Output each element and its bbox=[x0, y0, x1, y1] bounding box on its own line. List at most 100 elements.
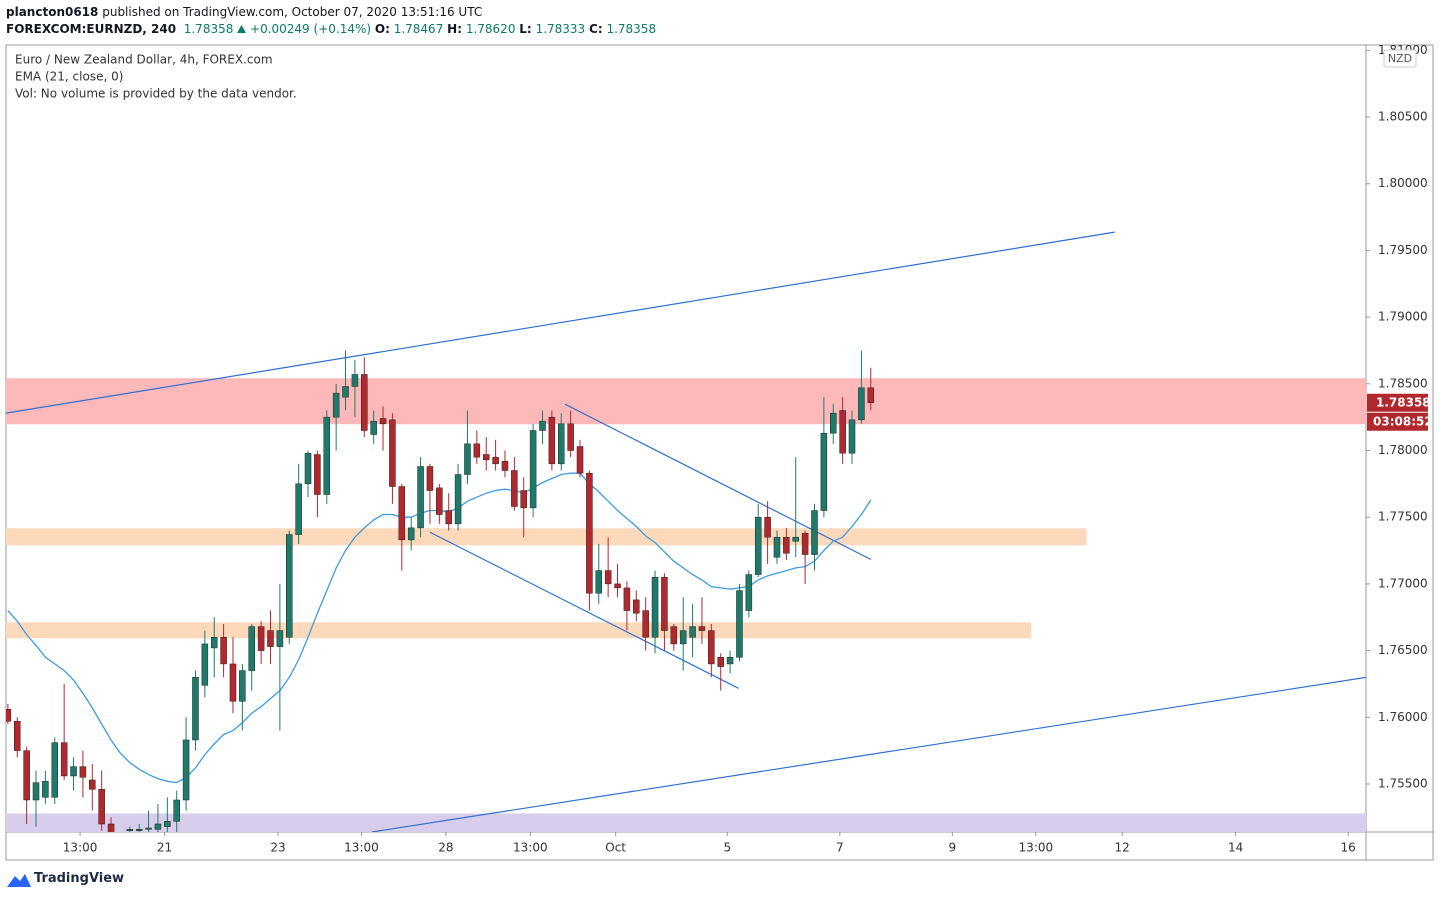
x-tick-label: 9 bbox=[949, 841, 957, 855]
candle-body bbox=[6, 709, 12, 722]
candle-body bbox=[370, 420, 377, 435]
header: plancton0618 published on TradingView.co… bbox=[6, 4, 656, 38]
candle-body bbox=[14, 721, 21, 751]
candle-body bbox=[558, 423, 565, 465]
ohlc: O: 1.78467 H: 1.78620 L: 1.78333 C: 1.78… bbox=[375, 22, 656, 36]
candle-body bbox=[698, 626, 706, 631]
symbol: FOREXCOM:EURNZD, 240 bbox=[6, 22, 177, 36]
zone bbox=[6, 813, 1366, 832]
zone bbox=[6, 528, 1087, 546]
candle-body bbox=[220, 637, 227, 665]
countdown: 03:08:52 bbox=[1373, 414, 1433, 428]
quote-line: FOREXCOM:EURNZD, 240 1.78358 +0.00249 (+… bbox=[6, 21, 656, 38]
ohlc-value: 1.78620 bbox=[465, 22, 516, 36]
up-arrow bbox=[237, 25, 247, 33]
published: published on TradingView.com, October 07… bbox=[102, 5, 483, 19]
candle-body bbox=[567, 423, 574, 451]
last-price: 1.78358 bbox=[1376, 395, 1431, 409]
candle-body bbox=[314, 454, 321, 495]
candle-body bbox=[464, 443, 471, 475]
x-tick-label: Oct bbox=[605, 841, 626, 855]
candle-body bbox=[98, 789, 105, 825]
candle-body bbox=[548, 416, 556, 465]
price: 1.78358 bbox=[183, 22, 234, 36]
countdown-box bbox=[1367, 412, 1428, 431]
x-tick-label: 14 bbox=[1228, 841, 1243, 855]
candle-body bbox=[670, 626, 678, 645]
candle-body bbox=[501, 460, 509, 471]
plot-area bbox=[6, 231, 1366, 832]
y-tick-label: 1.80000 bbox=[1378, 176, 1428, 190]
candle-body bbox=[248, 626, 255, 671]
candle-body bbox=[511, 470, 518, 507]
x-tick-label: 16 bbox=[1341, 841, 1356, 855]
y-tick-label: 1.79000 bbox=[1378, 310, 1428, 324]
volume-note: Vol: No volume is provided by the data v… bbox=[15, 87, 297, 101]
x-tick-label: 13:00 bbox=[344, 841, 379, 855]
candle-body bbox=[642, 610, 649, 638]
candle-body bbox=[745, 574, 753, 611]
chart-frame bbox=[5, 44, 1434, 861]
candle-body bbox=[623, 587, 631, 611]
candle-body bbox=[839, 410, 846, 454]
candle-body bbox=[51, 742, 59, 798]
candle-body bbox=[210, 637, 218, 649]
candle-body bbox=[276, 630, 284, 647]
currency-box[interactable] bbox=[1383, 49, 1417, 68]
x-tick-label: 21 bbox=[157, 841, 172, 855]
y-tick-label: 1.75500 bbox=[1378, 776, 1428, 790]
candle-body bbox=[145, 827, 152, 830]
time-axis: 13:00 21 23 13:00 28 13:00 Oct 5 7 9 13:00 12 14 16 bbox=[63, 832, 1356, 855]
candle-body bbox=[773, 536, 781, 558]
trendline bbox=[429, 531, 739, 689]
currency: NZD bbox=[1388, 52, 1412, 65]
ema-legend: EMA (21, close, 0) bbox=[15, 70, 123, 84]
candle-body bbox=[286, 534, 293, 638]
candle-body bbox=[717, 657, 724, 667]
candle-body bbox=[379, 418, 387, 425]
candle-body bbox=[708, 630, 715, 665]
trendline bbox=[371, 676, 1366, 832]
candle-body bbox=[830, 412, 837, 434]
ohlc-value: 1.78358 bbox=[606, 22, 657, 36]
x-tick-label: 23 bbox=[270, 841, 285, 855]
candle-body bbox=[332, 392, 340, 418]
candle-body bbox=[107, 823, 115, 832]
x-tick-label: 12 bbox=[1114, 841, 1129, 855]
zone bbox=[6, 622, 1032, 639]
y-tick-label: 1.76500 bbox=[1378, 643, 1428, 657]
candle-body bbox=[436, 487, 443, 515]
candle-body bbox=[454, 474, 462, 525]
candle-body bbox=[135, 829, 143, 831]
candle-body bbox=[32, 782, 40, 801]
ohlc-label: O: bbox=[374, 22, 390, 36]
candle-body bbox=[89, 779, 96, 790]
candle-body bbox=[351, 374, 359, 387]
candle-body bbox=[595, 570, 603, 594]
ohlc-label: L: bbox=[519, 22, 532, 36]
candle-body bbox=[783, 536, 790, 554]
candle-body bbox=[323, 416, 331, 495]
footer: TradingView bbox=[34, 871, 125, 886]
x-tick-label: 7 bbox=[836, 841, 844, 855]
y-tick-label: 1.78500 bbox=[1378, 376, 1428, 390]
candle-body bbox=[229, 663, 237, 702]
ohlc-label: H: bbox=[447, 22, 462, 36]
candle-body bbox=[23, 750, 30, 801]
candle-body bbox=[858, 387, 865, 421]
candle-body bbox=[126, 829, 134, 831]
x-tick-label: 13:00 bbox=[63, 841, 98, 855]
candle-body bbox=[726, 657, 734, 665]
candle-body bbox=[586, 472, 593, 594]
candle-body bbox=[651, 576, 659, 638]
candle-body bbox=[792, 536, 799, 542]
candle-body bbox=[239, 670, 246, 702]
candle-body bbox=[398, 486, 406, 541]
candle-body bbox=[473, 443, 481, 458]
candle-body bbox=[79, 766, 87, 778]
candle-body bbox=[529, 430, 537, 509]
candle-body bbox=[361, 374, 368, 431]
y-tick-label: 1.78000 bbox=[1378, 443, 1428, 457]
